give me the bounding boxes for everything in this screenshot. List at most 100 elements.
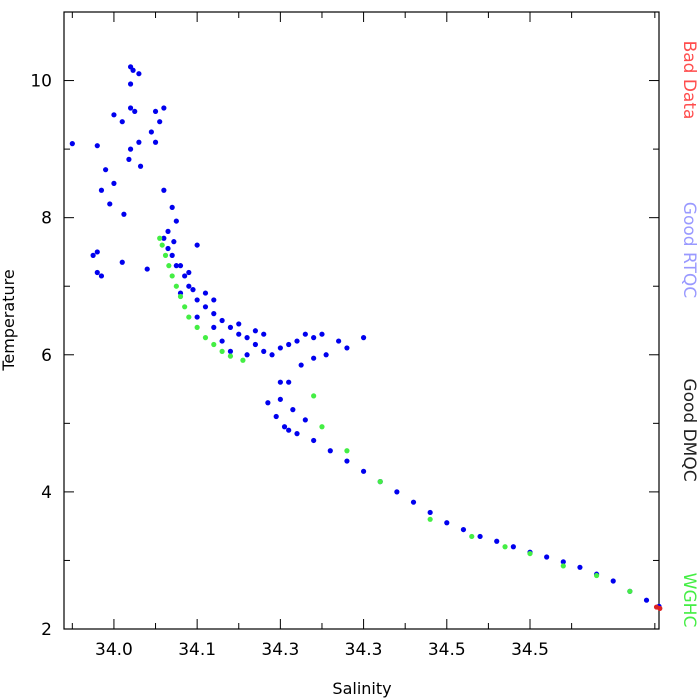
good-rtqc-point	[610, 578, 616, 584]
good-rtqc-point	[286, 427, 292, 433]
good-rtqc-point	[277, 379, 283, 385]
good-rtqc-point	[444, 520, 450, 526]
good-rtqc-point	[103, 167, 109, 173]
good-rtqc-point	[427, 509, 433, 516]
good-rtqc-point	[298, 362, 304, 368]
good-rtqc-point	[182, 273, 188, 279]
good-rtqc-point	[544, 554, 550, 560]
legend-entry-wghc: WGHC	[679, 573, 699, 628]
x-tick-label: 34.5	[428, 640, 466, 660]
good-rtqc-point	[643, 597, 650, 603]
good-rtqc-point	[323, 352, 329, 358]
good-rtqc-point	[136, 139, 142, 145]
wghc-point	[182, 304, 188, 310]
bad-data-point	[657, 605, 663, 612]
plot-frame	[63, 11, 660, 630]
good-rtqc-point	[127, 146, 134, 152]
wghc-point	[527, 550, 533, 557]
good-rtqc-point	[186, 283, 192, 289]
wghc-point	[377, 479, 383, 485]
good-rtqc-point	[227, 324, 234, 330]
wghc-point	[627, 588, 633, 594]
good-rtqc-point	[190, 287, 196, 293]
wghc-point	[169, 273, 175, 279]
good-rtqc-point	[152, 139, 159, 145]
good-rtqc-point	[273, 413, 279, 420]
good-rtqc-point	[186, 269, 192, 276]
good-rtqc-point	[111, 112, 117, 118]
wghc-point	[211, 341, 217, 348]
good-rtqc-point	[219, 317, 225, 324]
good-rtqc-point	[290, 407, 296, 413]
wghc-point	[227, 353, 234, 359]
good-rtqc-point	[107, 201, 113, 207]
good-rtqc-point	[510, 544, 516, 550]
ticks-group	[64, 12, 659, 630]
legend-entry-good-rtqc: Good RTQC	[679, 202, 699, 298]
labels-group: 34.0 34.1 34.3 34.3 34.5 34.5 2 4 6 8 10	[30, 72, 549, 660]
good-rtqc-point	[94, 269, 100, 276]
good-rtqc-point	[560, 559, 566, 565]
good-rtqc-point	[286, 341, 292, 348]
wghc-point	[166, 263, 172, 269]
x-axis-title: Salinity	[332, 679, 391, 698]
good-rtqc-point	[311, 355, 317, 361]
good-rtqc-point	[161, 105, 167, 111]
wghc-point	[186, 314, 192, 320]
good-rtqc-point	[211, 324, 217, 330]
good-rtqc-point	[244, 335, 250, 341]
good-rtqc-point	[169, 204, 175, 210]
good-rtqc-point	[281, 424, 288, 430]
good-rtqc-point	[261, 331, 267, 337]
good-rtqc-point	[98, 273, 105, 279]
good-rtqc-point	[294, 431, 300, 437]
good-rtqc-point	[269, 352, 275, 358]
good-rtqc-point	[111, 180, 117, 186]
good-rtqc-point	[169, 252, 175, 258]
wghc-point	[427, 516, 433, 522]
good-rtqc-point	[136, 71, 142, 77]
good-rtqc-point	[265, 400, 271, 406]
good-rtqc-point	[202, 304, 209, 310]
good-rtqc-point	[252, 341, 258, 348]
good-rtqc-point	[194, 314, 200, 320]
good-rtqc-point	[94, 143, 100, 149]
good-rtqc-point	[119, 119, 125, 125]
good-rtqc-point	[98, 187, 105, 193]
good-rtqc-point	[344, 345, 350, 351]
good-rtqc-point	[157, 119, 163, 125]
good-rtqc-point	[577, 564, 583, 570]
x-tick-label: 34.3	[261, 640, 299, 660]
good-rtqc-point	[327, 448, 333, 454]
good-rtqc-point	[227, 348, 234, 354]
good-rtqc-point	[152, 108, 159, 115]
wghc-point	[157, 235, 163, 241]
good-rtqc-point	[277, 345, 283, 351]
good-rtqc-point	[344, 458, 350, 464]
good-rtqc-point	[302, 331, 308, 337]
good-rtqc-point	[236, 331, 242, 337]
good-rtqc-point	[165, 245, 171, 252]
good-rtqc-point	[211, 311, 217, 317]
x-tick-label: 34.1	[178, 640, 216, 660]
good-rtqc-point	[130, 67, 136, 73]
good-rtqc-point	[121, 211, 127, 217]
good-rtqc-point	[410, 499, 417, 505]
good-rtqc-point	[194, 242, 200, 248]
wghc-point	[202, 335, 209, 341]
y-tick-label: 6	[41, 346, 52, 366]
good-rtqc-point	[394, 489, 400, 495]
wghc-point	[344, 448, 350, 454]
wghc-point	[219, 348, 225, 354]
wghc-point	[177, 293, 184, 300]
wghc-point	[469, 533, 475, 540]
wghc-point	[560, 563, 566, 569]
good-rtqc-point	[119, 259, 125, 265]
good-rtqc-point	[132, 108, 138, 115]
good-rtqc-point	[127, 105, 134, 111]
good-rtqc-point	[494, 538, 500, 544]
wghc-point	[173, 283, 179, 289]
y-tick-label: 8	[41, 209, 52, 229]
good-rtqc-point	[127, 81, 134, 87]
y-tick-label: 4	[41, 483, 52, 503]
